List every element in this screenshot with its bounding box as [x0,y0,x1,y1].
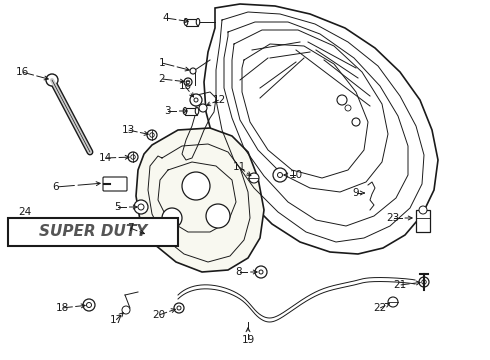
Circle shape [259,270,263,274]
Circle shape [131,155,135,159]
Bar [8,218,178,246]
Circle shape [273,168,287,182]
Circle shape [182,172,210,200]
Circle shape [128,152,138,162]
FancyBboxPatch shape [103,177,127,191]
Polygon shape [204,4,438,254]
Text: 20: 20 [152,310,166,320]
Text: SUPER DUTY: SUPER DUTY [39,225,147,239]
Circle shape [199,104,207,112]
Ellipse shape [196,18,200,26]
Text: 5: 5 [114,202,121,212]
Circle shape [194,98,198,102]
Text: 15: 15 [178,81,192,91]
Circle shape [277,172,283,177]
Circle shape [337,95,347,105]
Circle shape [87,302,92,307]
Text: 9: 9 [353,188,359,198]
Text: 23: 23 [387,213,400,223]
Circle shape [388,297,398,307]
Ellipse shape [184,18,188,26]
Circle shape [147,232,153,238]
Bar [416,210,430,232]
Circle shape [255,266,267,278]
Circle shape [190,68,196,74]
Ellipse shape [195,108,199,114]
Text: 19: 19 [242,335,255,345]
Text: 17: 17 [109,315,122,325]
Text: 4: 4 [163,13,170,23]
Circle shape [162,208,182,228]
Circle shape [184,78,192,86]
Text: 8: 8 [236,267,243,277]
Circle shape [177,306,181,310]
Circle shape [206,204,230,228]
Text: 16: 16 [15,67,28,77]
Text: 2: 2 [159,74,165,84]
Circle shape [190,94,202,106]
Text: 11: 11 [232,162,245,172]
Text: 13: 13 [122,125,135,135]
Circle shape [138,204,144,210]
Bar [186,18,198,26]
Circle shape [83,299,95,311]
Circle shape [46,74,58,86]
Circle shape [122,306,130,314]
Circle shape [345,105,351,111]
Circle shape [134,200,148,214]
Circle shape [249,173,259,183]
Circle shape [352,118,360,126]
Circle shape [419,206,427,214]
Circle shape [419,277,429,287]
Text: 3: 3 [164,106,171,116]
Text: 14: 14 [98,153,112,163]
Circle shape [147,130,157,140]
Circle shape [422,280,426,284]
Circle shape [174,303,184,313]
Text: 6: 6 [53,182,59,192]
Polygon shape [136,128,264,272]
Bar [185,108,197,114]
Text: 18: 18 [55,303,69,313]
Circle shape [186,80,190,84]
Text: 7: 7 [127,223,133,233]
Text: 24: 24 [19,207,32,217]
Text: 1: 1 [159,58,165,68]
Text: 10: 10 [290,170,302,180]
Ellipse shape [183,108,187,114]
Circle shape [150,133,154,137]
Text: 22: 22 [373,303,387,313]
Text: 21: 21 [393,280,407,290]
Text: 12: 12 [212,95,225,105]
